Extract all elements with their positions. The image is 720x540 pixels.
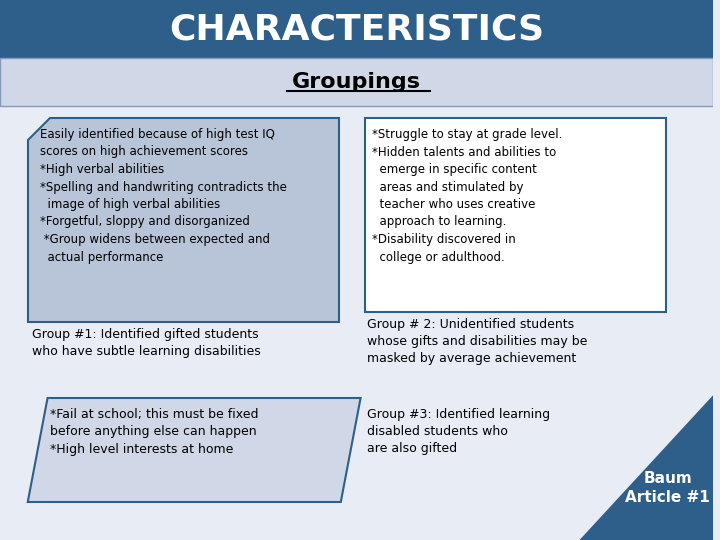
Text: *Struggle to stay at grade level.
*Hidden talents and abilities to
  emerge in s: *Struggle to stay at grade level. *Hidde… — [372, 128, 563, 264]
FancyBboxPatch shape — [364, 118, 666, 312]
Text: Group #3: Identified learning
disabled students who
are also gifted: Group #3: Identified learning disabled s… — [366, 408, 549, 455]
Text: Group #1: Identified gifted students
who have subtle learning disabilities: Group #1: Identified gifted students who… — [32, 328, 261, 358]
Text: Group # 2: Unidentified students
whose gifts and disabilities may be
masked by a: Group # 2: Unidentified students whose g… — [366, 318, 587, 365]
Polygon shape — [28, 398, 361, 502]
Text: Easily identified because of high test IQ
scores on high achievement scores
*Hig: Easily identified because of high test I… — [40, 128, 287, 264]
Text: Baum
Article #1: Baum Article #1 — [626, 470, 710, 505]
Text: Groupings: Groupings — [292, 72, 421, 92]
FancyBboxPatch shape — [0, 0, 714, 58]
Polygon shape — [28, 118, 339, 322]
Text: *Fail at school; this must be fixed
before anything else can happen
*High level : *Fail at school; this must be fixed befo… — [50, 408, 258, 456]
Polygon shape — [580, 395, 714, 540]
Text: CHARACTERISTICS: CHARACTERISTICS — [169, 12, 544, 46]
FancyBboxPatch shape — [0, 58, 714, 106]
